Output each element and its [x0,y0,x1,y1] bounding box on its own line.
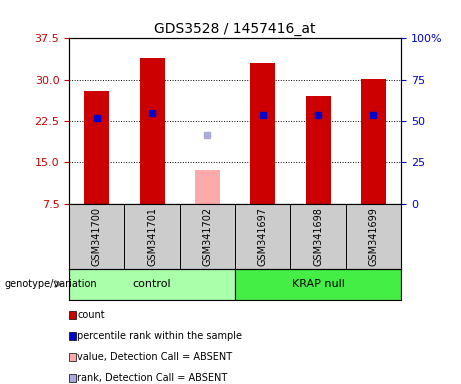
Bar [84,91,109,204]
Text: GSM341698: GSM341698 [313,207,323,266]
Bar [195,170,220,204]
Text: count: count [77,310,105,320]
Text: genotype/variation: genotype/variation [5,279,97,289]
Text: KRAP null: KRAP null [292,279,344,289]
Bar [140,58,165,204]
Bar [250,63,275,204]
Bar [306,96,331,204]
Text: control: control [133,279,171,289]
Text: GSM341697: GSM341697 [258,207,268,266]
Title: GDS3528 / 1457416_at: GDS3528 / 1457416_at [154,22,316,36]
Text: percentile rank within the sample: percentile rank within the sample [77,331,242,341]
Bar [361,79,386,204]
Bar [235,269,401,300]
Text: GSM341702: GSM341702 [202,207,213,266]
Text: GSM341699: GSM341699 [368,207,378,266]
Text: rank, Detection Call = ABSENT: rank, Detection Call = ABSENT [77,373,227,383]
Text: value, Detection Call = ABSENT: value, Detection Call = ABSENT [77,352,232,362]
Text: GSM341700: GSM341700 [92,207,102,266]
Bar [69,269,235,300]
Text: GSM341701: GSM341701 [147,207,157,266]
